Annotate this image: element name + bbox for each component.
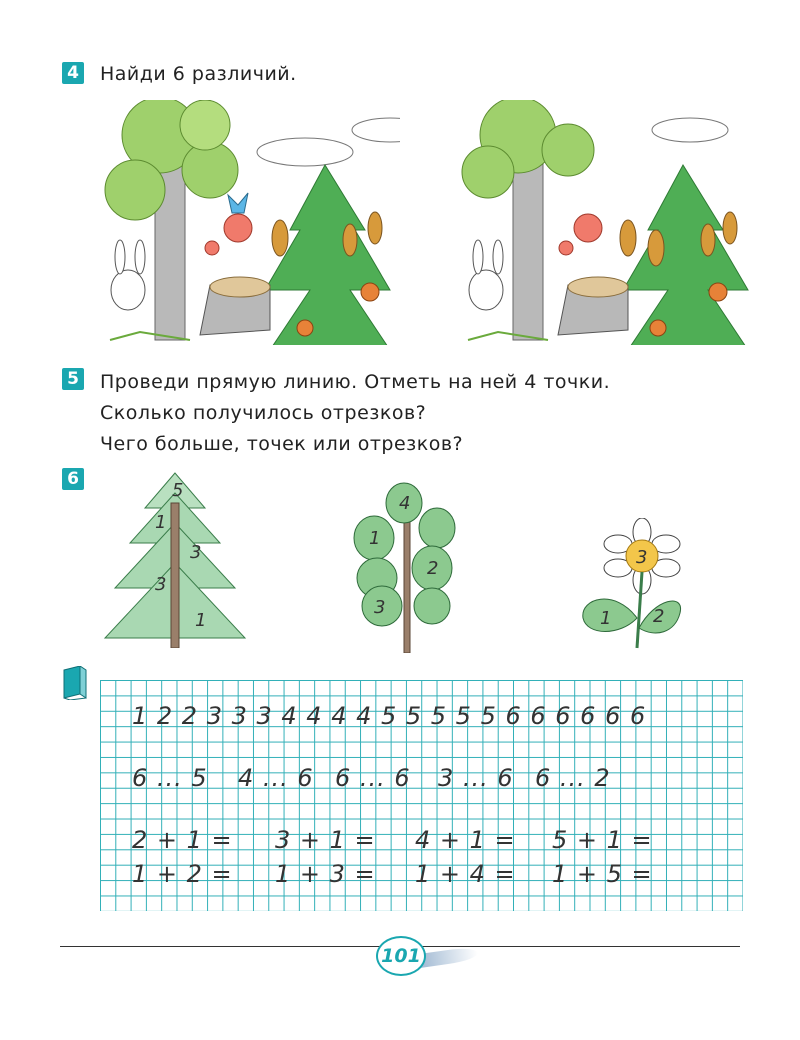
number-sequence: 1 2 2 3 3 3 4 4 4 4 5 5 5 5 5 6 6 6 6 6 … <box>132 702 647 730</box>
sum-4: 5 + 1 = <box>552 826 653 854</box>
compare-2: 4 ... 6 <box>238 764 314 792</box>
page-number-swoosh <box>417 945 479 969</box>
flower-picture: 3 1 2 <box>582 518 681 649</box>
fir-label-1: 5 <box>172 480 183 501</box>
fir-label-4: 3 <box>155 574 166 595</box>
flower-label-1: 3 <box>636 547 647 568</box>
fir-label-2: 1 <box>155 512 166 533</box>
sum-1: 2 + 1 = <box>132 826 233 854</box>
task-5-line-2: Сколько получилось отрезков? <box>100 402 427 424</box>
task-4-text: Найди 6 различий. <box>100 63 297 85</box>
bush-label-1: 4 <box>399 493 410 514</box>
sum-3: 4 + 1 = <box>415 826 516 854</box>
notebook-icon <box>63 666 87 700</box>
bush-label-3: 2 <box>427 558 438 579</box>
compare-1: 6 ... 5 <box>132 764 208 792</box>
copybook-grid <box>100 680 743 911</box>
flower-label-2: 1 <box>600 608 611 629</box>
task-6-number: 6 <box>62 468 84 490</box>
bush-label-4: 3 <box>374 597 385 618</box>
fir-tree-picture: 5 1 3 3 1 <box>103 472 247 648</box>
sum-5: 1 + 2 = <box>132 860 233 888</box>
compare-5: 6 ... 2 <box>535 764 611 792</box>
forest-picture-right <box>461 100 749 345</box>
task-5-line-3: Чего больше, точек или отрезков? <box>100 433 464 455</box>
page-number: 101 <box>376 936 426 976</box>
forest-picture-left <box>104 100 400 345</box>
flower-label-3: 2 <box>653 606 664 627</box>
sum-7: 1 + 4 = <box>415 860 516 888</box>
task-4-number: 4 <box>62 62 84 84</box>
task-5-number: 5 <box>62 368 84 390</box>
sum-6: 1 + 3 = <box>275 860 376 888</box>
sum-2: 3 + 1 = <box>275 826 376 854</box>
bush-picture: 4 1 2 3 <box>353 482 456 653</box>
bush-label-2: 1 <box>369 528 380 549</box>
fir-label-3: 3 <box>190 542 201 563</box>
compare-4: 3 ... 6 <box>438 764 514 792</box>
compare-3: 6 ... 6 <box>335 764 411 792</box>
sum-8: 1 + 5 = <box>552 860 653 888</box>
task-5-line-1: Проведи прямую линию. Отметь на ней 4 то… <box>100 371 611 393</box>
fir-label-5: 1 <box>195 610 206 631</box>
